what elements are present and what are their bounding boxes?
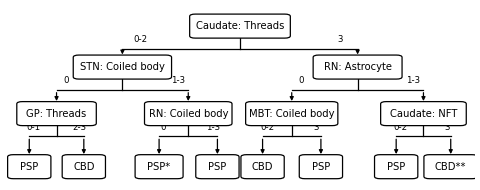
Text: 3: 3 [444,123,449,132]
Text: 1-3: 1-3 [407,76,420,85]
Text: 1-3: 1-3 [206,123,220,132]
Text: 0-2: 0-2 [260,123,274,132]
Text: 0: 0 [161,123,166,132]
Text: Caudate: NFT: Caudate: NFT [390,109,457,119]
Text: RN: Astrocyte: RN: Astrocyte [324,62,392,72]
Text: CBD: CBD [252,162,273,172]
Text: 0: 0 [64,76,69,85]
FancyBboxPatch shape [313,55,402,79]
FancyBboxPatch shape [196,155,239,179]
FancyBboxPatch shape [135,155,183,179]
FancyBboxPatch shape [424,155,478,179]
FancyBboxPatch shape [8,155,51,179]
Text: RN: Coiled body: RN: Coiled body [148,109,228,119]
Text: STN: Coiled body: STN: Coiled body [80,62,165,72]
Text: CBD: CBD [73,162,95,172]
Text: MBT: Coiled body: MBT: Coiled body [249,109,335,119]
Text: 0-1: 0-1 [26,123,40,132]
Text: PSP: PSP [387,162,405,172]
FancyBboxPatch shape [73,55,171,79]
Text: 3: 3 [337,35,343,44]
Text: 1-3: 1-3 [171,76,185,85]
Text: PSP*: PSP* [147,162,171,172]
FancyBboxPatch shape [374,155,418,179]
Text: 0-2: 0-2 [393,123,408,132]
Text: 3: 3 [314,123,319,132]
FancyBboxPatch shape [190,14,290,38]
Text: GP: Threads: GP: Threads [26,109,87,119]
FancyBboxPatch shape [241,155,284,179]
FancyBboxPatch shape [62,155,106,179]
FancyBboxPatch shape [246,102,338,126]
FancyBboxPatch shape [299,155,343,179]
Text: PSP: PSP [312,162,330,172]
Text: 0-2: 0-2 [133,35,147,44]
FancyBboxPatch shape [17,102,96,126]
Text: 0: 0 [299,76,304,85]
Text: Caudate: Threads: Caudate: Threads [196,21,284,31]
FancyBboxPatch shape [381,102,466,126]
Text: PSP: PSP [208,162,227,172]
Text: PSP: PSP [20,162,38,172]
Text: CBD**: CBD** [435,162,467,172]
FancyBboxPatch shape [144,102,232,126]
Text: 2-3: 2-3 [72,123,87,132]
